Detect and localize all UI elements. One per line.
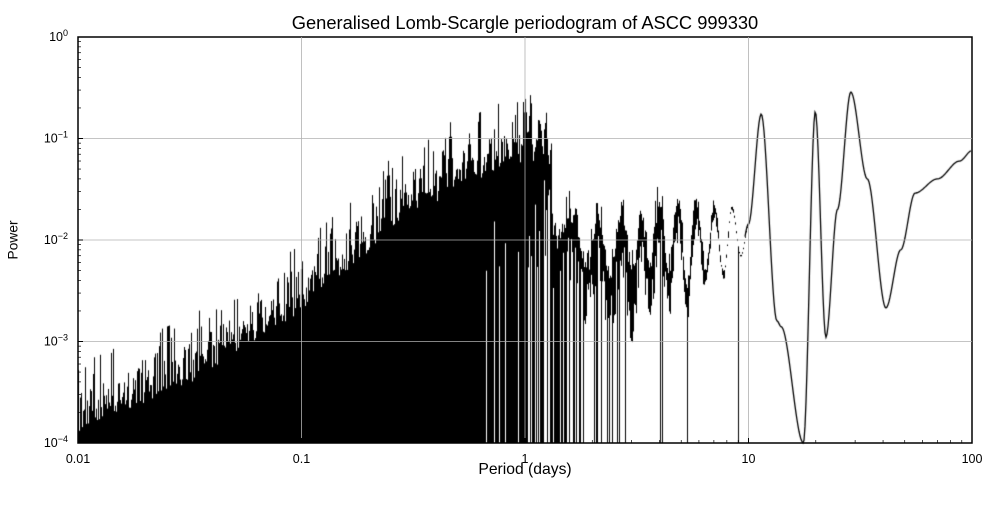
svg-text:10−4: 10−4 (44, 434, 68, 450)
svg-text:100: 100 (962, 452, 983, 466)
svg-text:100: 100 (49, 28, 68, 44)
svg-text:10: 10 (742, 452, 756, 466)
svg-text:10−3: 10−3 (44, 333, 68, 349)
svg-text:10−2: 10−2 (44, 231, 68, 247)
svg-text:0.01: 0.01 (66, 452, 90, 466)
svg-text:10−1: 10−1 (44, 130, 68, 146)
svg-text:0.1: 0.1 (293, 452, 310, 466)
svg-text:1: 1 (522, 452, 529, 466)
